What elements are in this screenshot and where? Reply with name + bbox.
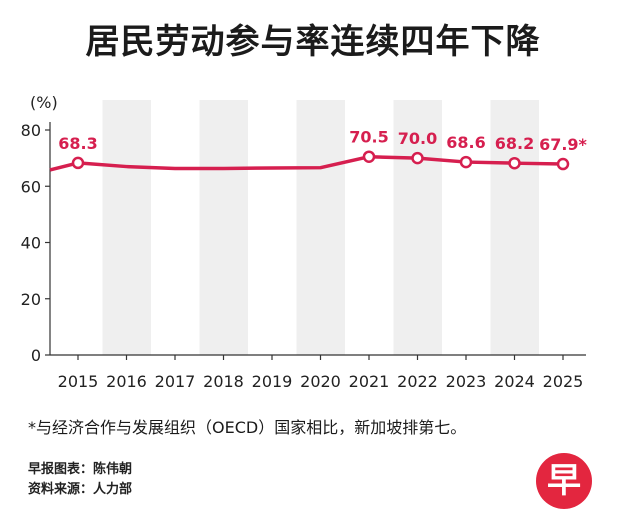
data-point xyxy=(459,155,473,169)
data-point xyxy=(508,156,521,170)
y-tick-label: 40 xyxy=(21,234,41,253)
chart-title: 居民劳动参与率连续四年下降 xyxy=(85,22,541,62)
x-tick-label: 2018 xyxy=(203,372,244,391)
x-tick-label: 2025 xyxy=(543,372,584,391)
data-point xyxy=(71,156,85,170)
data-point xyxy=(556,157,570,171)
y-tick-label: 80 xyxy=(21,121,41,140)
y-tick-label: 0 xyxy=(31,346,41,365)
data-label: 68.2 xyxy=(495,134,534,153)
credit-source: 资料来源：人力部 xyxy=(28,482,133,497)
year-band xyxy=(102,100,151,355)
series-line xyxy=(49,154,564,172)
data-point xyxy=(411,151,424,165)
data-label: 68.3 xyxy=(58,134,97,153)
x-tick-label: 2021 xyxy=(349,372,390,391)
footnote: *与经济合作与发展组织（OECD）国家相比，新加坡排第七。 xyxy=(28,418,467,437)
y-tick-label: 20 xyxy=(21,290,41,309)
x-tick-label: 2017 xyxy=(155,372,196,391)
y-axis-label: (%) xyxy=(30,93,58,112)
data-point xyxy=(362,150,376,163)
x-tick-label: 2015 xyxy=(58,372,99,391)
data-label: 70.0 xyxy=(398,129,437,148)
x-tick-label: 2023 xyxy=(446,372,487,391)
x-tick-label: 2020 xyxy=(300,372,341,391)
y-tick-label: 60 xyxy=(21,177,41,196)
line-chart: 0 20 40 60 80 (%) 2015 2016 2017 2018 2019 2020 2021… xyxy=(21,93,588,391)
credit-chart: 早报图表：陈伟朝 xyxy=(28,462,133,477)
x-tick-label: 2022 xyxy=(397,372,438,391)
year-band xyxy=(393,100,442,355)
data-label: 70.5 xyxy=(349,128,388,147)
zaobao-logo: 早 xyxy=(536,453,592,509)
year-band xyxy=(296,100,345,355)
year-band xyxy=(199,100,248,355)
x-tick-label: 2024 xyxy=(494,372,535,391)
data-label: 68.6 xyxy=(446,133,485,152)
year-band xyxy=(490,100,539,355)
x-tick-label: 2016 xyxy=(106,372,147,391)
data-label: 67.9* xyxy=(539,135,587,154)
x-tick-label: 2019 xyxy=(252,372,293,391)
